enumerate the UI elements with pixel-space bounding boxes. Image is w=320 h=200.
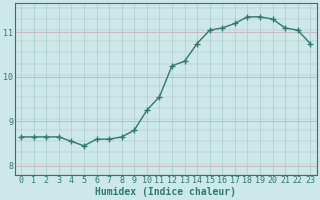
X-axis label: Humidex (Indice chaleur): Humidex (Indice chaleur) [95,186,236,197]
